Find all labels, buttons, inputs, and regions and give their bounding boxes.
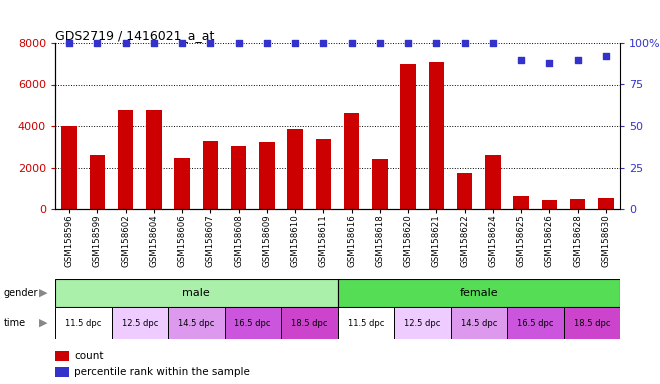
Text: 11.5 dpc: 11.5 dpc (65, 318, 102, 328)
Bar (118, 111, 133, 209)
Bar (55, 279, 337, 307)
Text: 18.5 dpc: 18.5 dpc (574, 318, 610, 328)
Bar (168, 307, 224, 339)
Text: 11.5 dpc: 11.5 dpc (348, 318, 384, 328)
Text: 14.5 dpc: 14.5 dpc (461, 318, 497, 328)
Point (120, 40, 131, 46)
Bar (146, 111, 162, 209)
Text: 18.5 dpc: 18.5 dpc (291, 318, 327, 328)
Text: 14.5 dpc: 14.5 dpc (178, 318, 214, 328)
Text: GDS2719 / 1416021_a_at: GDS2719 / 1416021_a_at (55, 29, 214, 42)
Text: ▶: ▶ (38, 288, 47, 298)
Bar (598, 198, 614, 209)
Bar (337, 307, 394, 339)
Bar (542, 200, 557, 209)
Bar (281, 307, 337, 339)
Text: count: count (74, 351, 104, 361)
Bar (513, 196, 529, 209)
Bar (315, 139, 331, 209)
Bar (401, 64, 416, 209)
Point (375, 40, 385, 46)
Point (601, 53, 611, 60)
Point (403, 40, 413, 46)
Bar (451, 307, 507, 339)
Point (64, 40, 75, 46)
Point (572, 56, 583, 63)
Point (318, 40, 329, 46)
Point (459, 40, 470, 46)
Bar (485, 156, 501, 209)
Text: male: male (182, 288, 210, 298)
Bar (55, 351, 69, 361)
Point (92, 40, 103, 46)
Point (261, 40, 272, 46)
Bar (372, 159, 387, 209)
Text: gender: gender (3, 288, 38, 298)
Text: female: female (459, 288, 498, 298)
Text: 12.5 dpc: 12.5 dpc (404, 318, 440, 328)
Bar (203, 141, 218, 209)
Bar (344, 113, 360, 209)
Bar (90, 155, 105, 209)
Bar (457, 173, 473, 209)
Text: ▶: ▶ (38, 318, 47, 328)
Bar (428, 62, 444, 209)
Point (290, 40, 300, 46)
Bar (55, 367, 69, 377)
Text: 16.5 dpc: 16.5 dpc (517, 318, 554, 328)
Point (346, 40, 357, 46)
Point (234, 40, 244, 46)
Text: 12.5 dpc: 12.5 dpc (121, 318, 158, 328)
Bar (224, 307, 281, 339)
Point (205, 40, 216, 46)
Text: percentile rank within the sample: percentile rank within the sample (74, 367, 250, 377)
Point (148, 40, 159, 46)
Bar (55, 307, 112, 339)
Bar (61, 126, 77, 209)
Bar (287, 129, 303, 209)
Bar (564, 307, 620, 339)
Point (544, 60, 554, 66)
Bar (174, 158, 190, 209)
Bar (112, 307, 168, 339)
Bar (394, 307, 451, 339)
Point (488, 40, 498, 46)
Point (431, 40, 442, 46)
Bar (507, 307, 564, 339)
Text: 16.5 dpc: 16.5 dpc (234, 318, 271, 328)
Bar (259, 142, 275, 209)
Text: time: time (3, 318, 26, 328)
Point (177, 40, 187, 46)
Bar (337, 279, 620, 307)
Bar (570, 199, 585, 209)
Bar (231, 146, 246, 209)
Point (516, 56, 527, 63)
